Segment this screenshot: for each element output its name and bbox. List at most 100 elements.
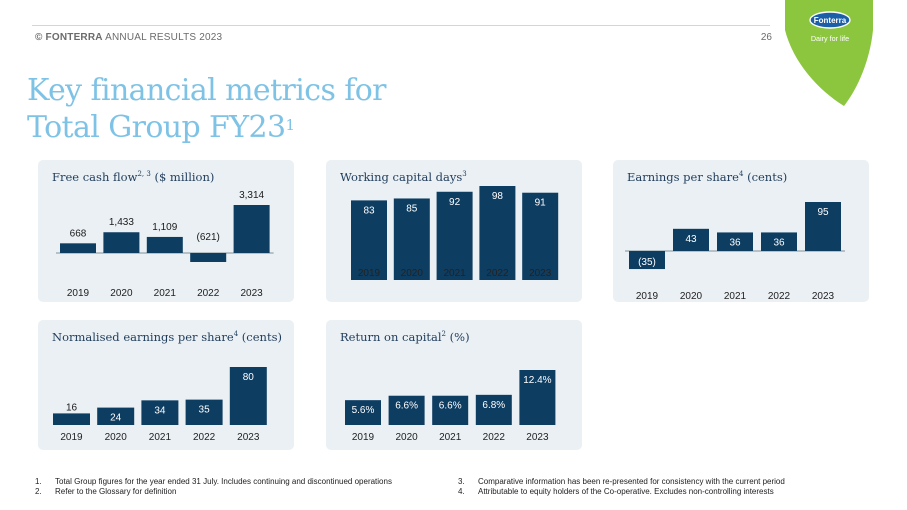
bar-2020 [388, 395, 425, 425]
value-label-2020: 85 [406, 203, 418, 214]
value-label-2021: 34 [154, 405, 166, 416]
value-label-2023: 3,314 [239, 190, 264, 201]
chart-title: Return on capital2 (%) [340, 330, 470, 344]
earnings-per-share-panel: (35) 2019 43 2020 36 2021 36 2022 95 2023 Earnings… [613, 160, 869, 302]
page-title-line2: Total Group FY231 [27, 110, 295, 145]
value-label-2021: 1,109 [152, 222, 177, 233]
value-label-2023: 91 [535, 198, 547, 209]
value-label-2019: (35) [638, 257, 656, 268]
value-label-2019: 16 [66, 402, 78, 413]
value-label-2019: 83 [363, 205, 375, 216]
bar-2023 [233, 205, 270, 253]
bar-2021 [141, 400, 179, 425]
year-label-2019: 2019 [352, 432, 375, 443]
page-title: Key financial metrics for Total Group FY… [27, 72, 387, 146]
year-label-2022: 2022 [486, 268, 509, 279]
free-cash-flow-panel: 668 2019 1,433 2020 1,109 2021 (621) 2022 3,314 2… [38, 160, 294, 302]
footnote-1: 1. Total Group figures for the year ended… [35, 477, 392, 486]
chart-title: Free cash flow2, 3 ($ million) [52, 170, 215, 184]
bar-2019 [351, 200, 387, 280]
normalised-eps-panel: 16 2019 24 2020 34 2021 35 2022 80 2023 Normalised… [38, 320, 294, 450]
year-label-2022: 2022 [193, 432, 216, 443]
bar-2021 [717, 232, 753, 251]
bar-2023 [229, 367, 267, 425]
value-label-2023: 80 [243, 372, 255, 383]
page-title-line1: Key financial metrics for [27, 73, 387, 108]
year-label-2020: 2020 [105, 432, 128, 443]
chart-title: Working capital days3 [340, 170, 467, 184]
bar-2021 [432, 395, 469, 425]
bar-2020 [103, 232, 140, 253]
bar-2019 [629, 251, 665, 270]
year-label-2020: 2020 [110, 288, 133, 299]
return-on-capital-panel: 5.6% 2019 6.6% 2020 6.6% 2021 6.8% 2022 12.4% 202… [326, 320, 582, 450]
year-label-2019: 2019 [67, 288, 90, 299]
footnote-4: 4. Attributable to equity holders of the … [458, 487, 774, 496]
logo-tagline: Dairy for life [811, 34, 849, 43]
chart-title-footnote-ref: 4 [738, 170, 744, 179]
year-label-2020: 2020 [680, 291, 703, 302]
year-label-2020: 2020 [401, 268, 424, 279]
value-label-2020: 24 [110, 413, 122, 424]
bar-2021 [436, 191, 473, 280]
chart-title-footnote-ref: 2 [441, 330, 446, 339]
header-rule [32, 25, 770, 26]
bar-2019 [345, 400, 381, 425]
year-label-2021: 2021 [149, 432, 172, 443]
year-label-2022: 2022 [483, 432, 506, 443]
value-label-2020: 1,433 [109, 217, 134, 228]
bar-2022 [479, 186, 516, 280]
footnote-3: 3. Comparative information has been re-pr… [458, 477, 785, 486]
leaf-shape [785, 0, 873, 106]
year-label-2023: 2023 [529, 268, 552, 279]
value-label-2021: 6.6% [439, 401, 462, 412]
year-label-2022: 2022 [768, 291, 791, 302]
year-label-2023: 2023 [526, 432, 549, 443]
footnote-2: 2. Refer to the Glossary for definition [35, 487, 177, 496]
working-capital-days-panel: 83 2019 85 2020 92 2021 98 2022 91 2023 Working ca… [326, 160, 582, 302]
bar-2023 [519, 370, 556, 425]
value-label-2022: (621) [197, 232, 220, 243]
year-label-2022: 2022 [197, 288, 220, 299]
bar-2023 [805, 202, 841, 251]
header-copyright: © FONTERRA [35, 32, 103, 43]
value-label-2022: 98 [492, 191, 504, 202]
bar-2020 [673, 228, 709, 251]
bar-chart: 83 2019 85 2020 92 2021 98 2022 91 2023 [351, 186, 559, 280]
year-label-2021: 2021 [439, 432, 462, 443]
bar-2020 [393, 198, 430, 280]
bar-2021 [146, 236, 183, 253]
header-report-label: © FONTERRA ANNUAL RESULTS 2023 [35, 32, 222, 43]
value-label-2022: 36 [773, 237, 785, 248]
value-label-2023: 95 [817, 207, 829, 218]
bar-2019 [60, 243, 96, 253]
year-label-2019: 2019 [636, 291, 659, 302]
value-label-2021: 36 [729, 237, 741, 248]
year-label-2019: 2019 [358, 268, 381, 279]
value-label-2020: 6.6% [395, 401, 418, 412]
year-label-2019: 2019 [60, 432, 83, 443]
value-label-2019: 668 [70, 228, 87, 239]
bar-2022 [761, 232, 797, 251]
chart-title: Earnings per share4 (cents) [627, 170, 788, 184]
chart-title-footnote-ref: 2, 3 [137, 170, 151, 179]
page-number: 26 [760, 32, 772, 43]
bar-2022 [190, 253, 227, 262]
logo-badge [809, 11, 851, 29]
bar-chart: 668 2019 1,433 2020 1,109 2021 (621) 2022 3,314 2… [56, 190, 274, 299]
bar-chart: 5.6% 2019 6.6% 2020 6.6% 2021 6.8% 2022 12.4% 202… [345, 370, 556, 443]
bar-2023 [522, 192, 559, 280]
value-label-2020: 43 [685, 234, 697, 245]
value-label-2023: 12.4% [523, 375, 551, 386]
year-label-2021: 2021 [443, 268, 466, 279]
year-label-2021: 2021 [154, 288, 177, 299]
header-report-name: ANNUAL RESULTS 2023 [105, 32, 223, 43]
year-label-2021: 2021 [724, 291, 747, 302]
bar-2022 [185, 399, 223, 425]
year-label-2023: 2023 [812, 291, 835, 302]
bar-2020 [97, 407, 135, 425]
chart-title-footnote-ref: 4 [233, 330, 239, 339]
value-label-2022: 35 [199, 405, 211, 416]
bar-chart: 16 2019 24 2020 34 2021 35 2022 80 2023 [53, 367, 267, 443]
bar-chart: (35) 2019 43 2020 36 2021 36 2022 95 2023 [625, 202, 845, 302]
